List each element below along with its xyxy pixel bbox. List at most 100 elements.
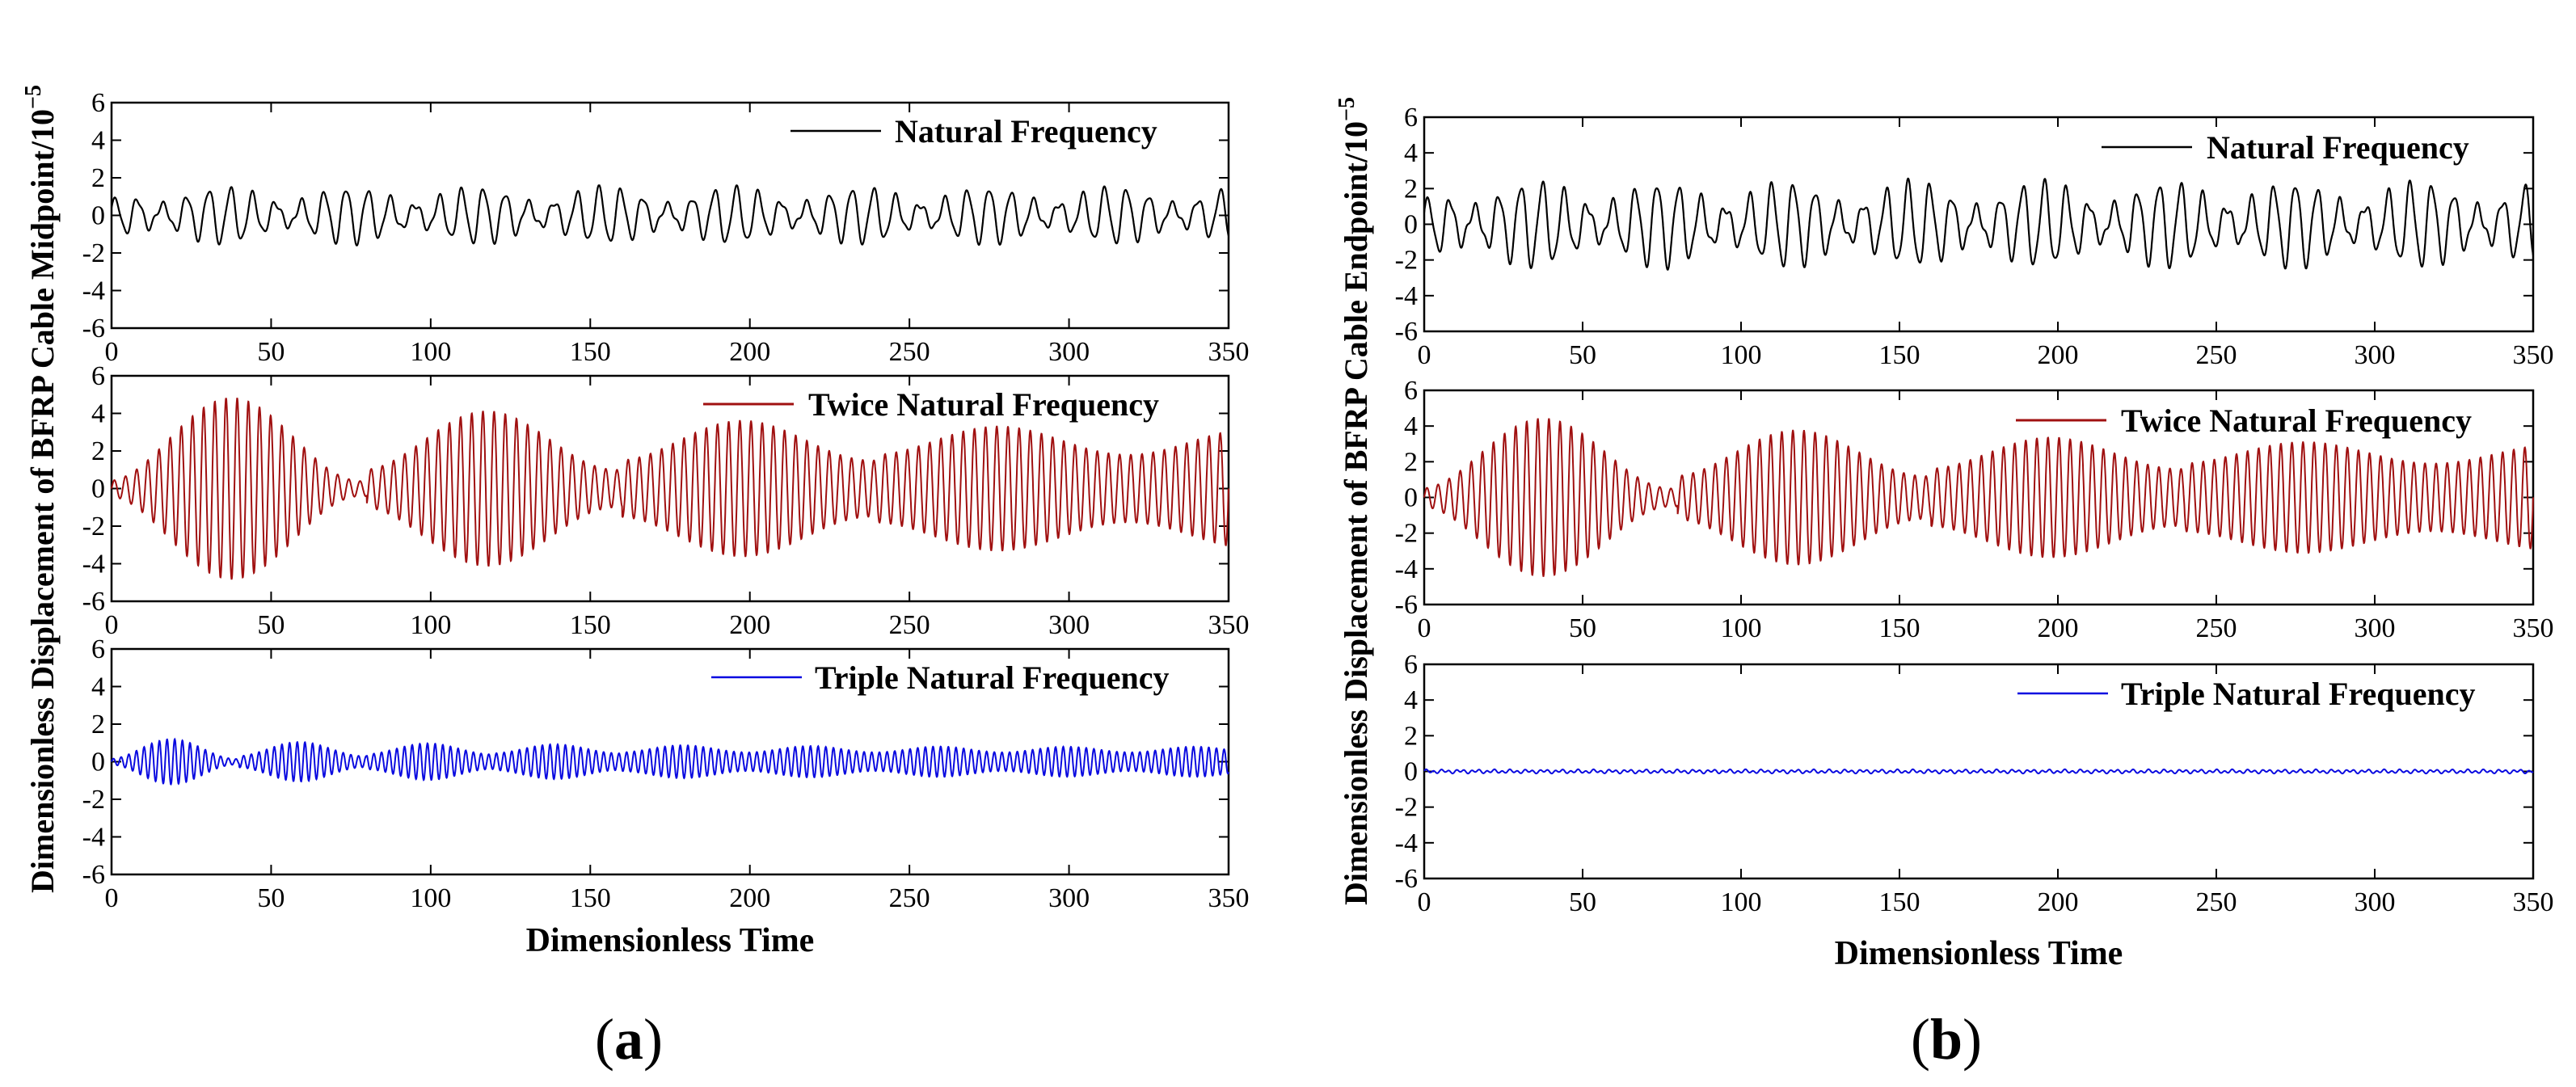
legend-label: Natural Frequency [2207, 129, 2469, 166]
x-tick-label: 200 [729, 337, 770, 367]
x-tick-label: 50 [257, 610, 285, 640]
x-tick-label: 350 [2513, 613, 2554, 643]
panel-label-b: (b) [1911, 1007, 1982, 1072]
y-tick-label: -4 [1395, 554, 1418, 584]
y-tick-label: 2 [91, 436, 105, 466]
y-tick-label: 4 [1404, 411, 1418, 441]
x-tick-label: 200 [2038, 340, 2079, 370]
x-tick-label: 300 [2355, 887, 2396, 917]
y-tick-label: -6 [1395, 864, 1418, 894]
y-tick-label: -2 [82, 238, 105, 268]
y-tick-label: 0 [1404, 483, 1418, 513]
y-tick-label: 2 [1404, 721, 1418, 751]
x-tick-label: 150 [570, 883, 611, 913]
x-tick-label: 0 [105, 337, 119, 367]
x-tick-label: 50 [1569, 887, 1596, 917]
x-tick-label: 250 [2196, 340, 2237, 370]
x-tick-label: 150 [570, 610, 611, 640]
x-tick-label: 100 [1721, 613, 1762, 643]
y-tick-label: -6 [82, 860, 105, 890]
series-line [110, 184, 1230, 246]
y-tick-label: 4 [91, 672, 105, 702]
x-tick-label: 150 [1879, 613, 1920, 643]
x-ticks: 0 50 100 150 200 250 300 350 [105, 649, 1250, 913]
panel-label-open: ( [595, 1007, 614, 1072]
legend-label: Triple Natural Frequency [2121, 676, 2475, 712]
x-tick-label: 0 [105, 610, 119, 640]
y-ticks: -6 -4 -2 0 2 4 6 [1395, 376, 2533, 620]
x-tick-label: 0 [1418, 887, 1431, 917]
series-line [1423, 177, 2535, 271]
y-tick-label: -2 [82, 512, 105, 541]
x-tick-label: 50 [1569, 340, 1596, 370]
y-axis-label: Dimensionless Displacement of BFRP Cable… [1334, 97, 1374, 905]
x-tick-label: 100 [1721, 887, 1762, 917]
y-ticks: -6 -4 -2 0 2 4 6 [1395, 650, 2533, 894]
y-tick-label: 4 [1404, 138, 1418, 168]
x-tick-label: 250 [2196, 613, 2237, 643]
y-tick-label: -6 [1395, 317, 1418, 347]
y-tick-label: -6 [1395, 590, 1418, 620]
subplot-a2: -6 -4 -2 0 2 4 6 0 50 100 150 200 250 300 350 Twice N… [82, 361, 1250, 640]
x-ticks: 0 50 100 150 200 250 300 350 [1418, 390, 2554, 643]
y-tick-label: -4 [82, 823, 105, 853]
y-tick-label: 6 [1404, 376, 1418, 406]
y-tick-label: 6 [91, 361, 105, 391]
x-tick-label: 350 [1208, 610, 1250, 640]
x-tick-label: 350 [2513, 887, 2554, 917]
y-tick-label: 0 [1404, 757, 1418, 787]
x-tick-label: 100 [410, 883, 451, 913]
y-tick-label: -2 [1395, 246, 1418, 276]
subplot-a3: -6 -4 -2 0 2 4 6 0 50 100 150 200 250 300 350 Triple … [82, 634, 1250, 913]
subplot-b2: -6 -4 -2 0 2 4 6 0 50 100 150 200 250 300 350 Twice N… [1395, 376, 2554, 643]
panel-label-close: ) [1963, 1007, 1982, 1072]
x-tick-label: 100 [410, 610, 451, 640]
x-tick-label: 50 [257, 337, 285, 367]
y-tick-label: 4 [91, 399, 105, 429]
subplot-b3: -6 -4 -2 0 2 4 6 0 50 100 150 200 250 300 350 Triple … [1395, 650, 2554, 917]
x-tick-label: 300 [1048, 610, 1090, 640]
x-tick-label: 150 [1879, 340, 1920, 370]
y-tick-label: -4 [82, 276, 105, 306]
x-tick-label: 250 [2196, 887, 2237, 917]
y-tick-label: 2 [91, 163, 105, 193]
x-axis-label: Dimensionless Time [526, 922, 815, 959]
y-tick-label: 0 [1404, 210, 1418, 240]
legend-label: Twice Natural Frequency [2121, 402, 2472, 439]
x-tick-label: 300 [2355, 613, 2396, 643]
x-tick-label: 350 [2513, 340, 2554, 370]
y-tick-label: -6 [82, 587, 105, 617]
x-tick-label: 50 [257, 883, 285, 913]
x-ticks: 0 50 100 150 200 250 300 350 [1418, 117, 2554, 370]
y-tick-label: 2 [1404, 447, 1418, 477]
y-tick-label: 2 [1404, 174, 1418, 204]
y-tick-label: 4 [1404, 685, 1418, 715]
y-ticks: -6 -4 -2 0 2 4 6 [82, 634, 1229, 890]
panel-label-letter: b [1930, 1007, 1963, 1072]
y-tick-label: 0 [91, 201, 105, 231]
y-tick-label: 6 [1404, 103, 1418, 133]
y-tick-label: -2 [82, 785, 105, 815]
y-axis-label-exponent: −5 [1334, 97, 1360, 121]
panel-label-letter: a [614, 1007, 643, 1072]
y-tick-label: 6 [91, 634, 105, 664]
series-line [1423, 768, 2534, 775]
x-tick-label: 250 [889, 610, 930, 640]
x-tick-label: 0 [105, 883, 119, 913]
x-tick-label: 300 [1048, 337, 1090, 367]
y-tick-label: 6 [1404, 650, 1418, 680]
y-tick-label: 6 [91, 88, 105, 118]
y-tick-label: 2 [91, 710, 105, 739]
x-tick-label: 350 [1208, 883, 1250, 913]
y-tick-label: -4 [82, 550, 105, 579]
x-tick-label: 150 [570, 337, 611, 367]
y-tick-label: 0 [91, 474, 105, 504]
y-tick-label: -2 [1395, 519, 1418, 549]
x-tick-label: 200 [729, 883, 770, 913]
x-tick-label: 250 [889, 883, 930, 913]
y-axis-label-text: Dimensionless Displacement of BFRP Cable… [24, 109, 61, 893]
x-tick-label: 350 [1208, 337, 1250, 367]
y-tick-label: 0 [91, 748, 105, 777]
